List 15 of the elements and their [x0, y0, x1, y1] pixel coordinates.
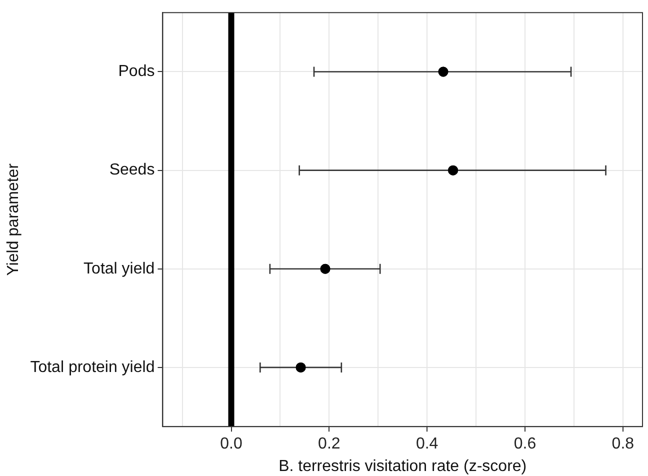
- point: [448, 165, 458, 176]
- x-tick-label: 0.0: [220, 436, 242, 453]
- y-axis-title: Yield parameter: [5, 162, 22, 276]
- y-tick-label: Total yield: [84, 260, 155, 278]
- x-tick-label: 0.2: [318, 436, 340, 453]
- x-axis-title: B. terrestris visitation rate (z-score): [278, 458, 527, 475]
- y-tick-label: Total protein yield: [30, 358, 155, 376]
- y-tick-label: Seeds: [109, 162, 155, 179]
- point: [320, 264, 330, 274]
- x-tick-label: 0.4: [416, 436, 438, 453]
- point: [296, 362, 306, 372]
- y-tick-label: Pods: [118, 63, 155, 80]
- point: [438, 66, 448, 77]
- x-tick-label: 0.8: [612, 436, 634, 453]
- x-tick-label: 0.6: [514, 436, 536, 453]
